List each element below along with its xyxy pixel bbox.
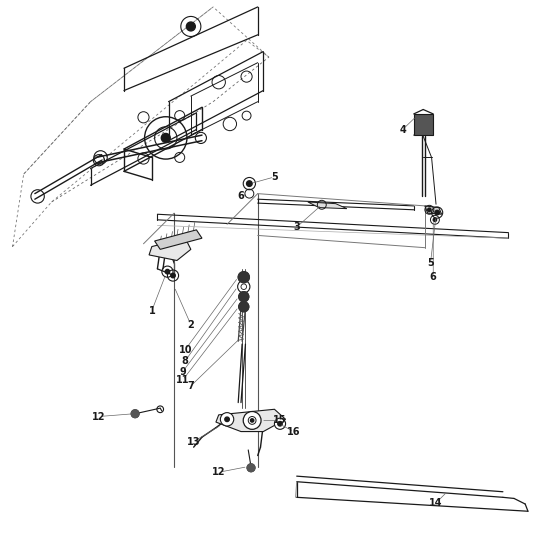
Circle shape bbox=[246, 181, 252, 186]
Text: 2: 2 bbox=[188, 320, 194, 330]
Circle shape bbox=[274, 418, 286, 430]
Circle shape bbox=[247, 464, 255, 472]
Text: 9: 9 bbox=[179, 367, 186, 377]
Text: 7: 7 bbox=[188, 381, 194, 391]
Circle shape bbox=[165, 269, 170, 274]
Text: 8: 8 bbox=[182, 356, 189, 366]
Polygon shape bbox=[155, 230, 202, 249]
Circle shape bbox=[247, 464, 255, 472]
Text: 12: 12 bbox=[92, 412, 106, 422]
Circle shape bbox=[238, 272, 249, 283]
Polygon shape bbox=[414, 114, 433, 135]
Circle shape bbox=[171, 273, 175, 278]
Text: 1: 1 bbox=[148, 306, 155, 316]
Circle shape bbox=[239, 292, 249, 302]
Circle shape bbox=[131, 410, 139, 418]
Circle shape bbox=[239, 302, 249, 312]
Text: 15: 15 bbox=[273, 416, 287, 426]
Circle shape bbox=[250, 419, 254, 422]
Text: 5: 5 bbox=[271, 172, 278, 182]
Circle shape bbox=[221, 413, 234, 426]
Circle shape bbox=[225, 417, 229, 422]
Circle shape bbox=[239, 302, 249, 312]
Text: 6: 6 bbox=[237, 192, 244, 202]
Polygon shape bbox=[216, 409, 286, 432]
Text: 14: 14 bbox=[430, 498, 443, 508]
Polygon shape bbox=[149, 238, 191, 260]
Circle shape bbox=[435, 211, 440, 215]
Text: 13: 13 bbox=[187, 437, 200, 446]
Circle shape bbox=[161, 133, 170, 142]
Polygon shape bbox=[308, 202, 347, 209]
Circle shape bbox=[428, 208, 431, 212]
Text: 3: 3 bbox=[293, 222, 300, 232]
Circle shape bbox=[238, 272, 249, 283]
Text: 4: 4 bbox=[399, 124, 406, 134]
Text: 12: 12 bbox=[212, 467, 226, 477]
Circle shape bbox=[278, 422, 282, 426]
Circle shape bbox=[243, 412, 261, 430]
Circle shape bbox=[186, 22, 195, 31]
Text: 16: 16 bbox=[287, 427, 301, 437]
Text: 11: 11 bbox=[176, 375, 189, 385]
Text: 6: 6 bbox=[430, 272, 437, 282]
Circle shape bbox=[433, 218, 437, 222]
Polygon shape bbox=[425, 206, 442, 214]
Circle shape bbox=[237, 281, 250, 293]
Text: 5: 5 bbox=[427, 258, 434, 268]
Circle shape bbox=[131, 410, 139, 418]
Text: 10: 10 bbox=[179, 344, 192, 354]
Circle shape bbox=[239, 292, 249, 302]
